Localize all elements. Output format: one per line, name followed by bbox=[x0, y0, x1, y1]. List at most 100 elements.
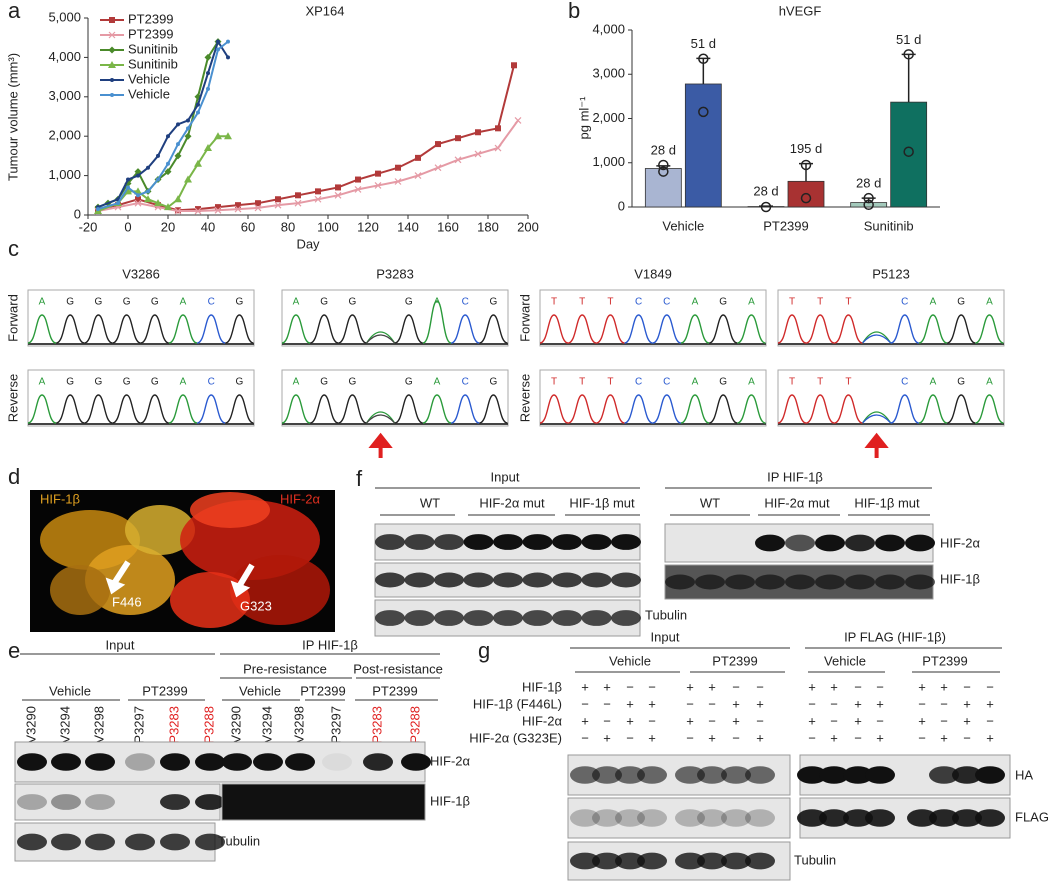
marker bbox=[146, 165, 150, 170]
marker bbox=[394, 178, 402, 185]
blot-label: HIF-2α bbox=[940, 535, 981, 550]
sign: − bbox=[986, 679, 994, 694]
treatment-label: PT2399 bbox=[922, 653, 968, 668]
band bbox=[611, 534, 641, 550]
base-letter: A bbox=[293, 297, 300, 308]
strand-label: Forward bbox=[517, 294, 532, 342]
condition-label: HIF-2α mut bbox=[479, 495, 545, 510]
base-letter: G bbox=[95, 297, 103, 308]
band bbox=[611, 572, 641, 588]
sign: − bbox=[581, 730, 589, 745]
base-letter: T bbox=[579, 377, 585, 388]
helix bbox=[125, 505, 195, 555]
group-label: IP HIF-1β bbox=[302, 637, 358, 652]
base-letter: G bbox=[66, 297, 74, 308]
trace-peak bbox=[168, 394, 198, 424]
marker bbox=[135, 196, 141, 203]
sign: − bbox=[732, 679, 740, 694]
band bbox=[725, 574, 755, 590]
marker bbox=[235, 202, 241, 209]
band bbox=[493, 572, 523, 588]
bar bbox=[684, 83, 722, 208]
sign: − bbox=[830, 696, 838, 711]
trace-peak bbox=[918, 394, 948, 424]
strand-label: Reverse bbox=[517, 374, 532, 422]
band bbox=[522, 534, 553, 550]
structure-label: HIF-2α bbox=[280, 491, 321, 506]
treatment-label: PT2399 bbox=[300, 683, 346, 698]
group-label: Input bbox=[491, 469, 520, 484]
condition-label: WT bbox=[700, 495, 720, 510]
marker bbox=[354, 185, 362, 193]
lane-label: V3290 bbox=[228, 706, 243, 744]
sheet bbox=[190, 492, 270, 528]
data-point bbox=[800, 159, 812, 171]
stage-label: Pre-resistance bbox=[243, 661, 327, 676]
sign: − bbox=[876, 713, 884, 728]
legend-label: Sunitinib bbox=[128, 41, 178, 56]
trace-peak bbox=[946, 394, 976, 424]
marker bbox=[475, 129, 481, 136]
arrow bbox=[368, 432, 393, 458]
sign: + bbox=[830, 730, 838, 745]
trace-peak bbox=[708, 314, 738, 344]
band bbox=[552, 534, 582, 550]
panel-letter: b bbox=[568, 0, 580, 23]
data-point bbox=[698, 53, 709, 65]
marker bbox=[274, 201, 282, 209]
band bbox=[160, 753, 190, 771]
band bbox=[125, 833, 155, 851]
marker bbox=[164, 203, 172, 211]
band bbox=[975, 809, 1005, 827]
marker bbox=[176, 142, 180, 147]
base-letter: T bbox=[789, 297, 795, 308]
sign: − bbox=[918, 696, 926, 711]
base-letter: G bbox=[320, 377, 328, 388]
trace-peak bbox=[890, 314, 920, 344]
bar-label: 28 d bbox=[651, 142, 676, 157]
base-letter: G bbox=[957, 297, 965, 308]
data-point bbox=[698, 106, 709, 118]
band bbox=[721, 766, 751, 784]
band bbox=[929, 809, 959, 827]
band bbox=[637, 852, 667, 870]
marker bbox=[124, 187, 132, 195]
band bbox=[463, 610, 494, 626]
base-letter: G bbox=[123, 377, 131, 388]
band bbox=[797, 809, 827, 827]
sign: − bbox=[963, 679, 971, 694]
marker bbox=[174, 152, 182, 160]
band bbox=[160, 833, 190, 851]
band bbox=[845, 534, 875, 552]
band bbox=[815, 574, 845, 590]
marker bbox=[184, 175, 192, 183]
marker bbox=[334, 191, 342, 199]
band bbox=[125, 753, 155, 771]
helix bbox=[50, 565, 110, 615]
trace-peak bbox=[596, 394, 625, 424]
band bbox=[522, 610, 553, 626]
trace-box bbox=[27, 369, 255, 427]
lane-label: V3294 bbox=[259, 706, 274, 744]
band bbox=[592, 852, 622, 870]
panel-letter: e bbox=[8, 638, 20, 663]
y-tick-label: 0 bbox=[74, 206, 81, 221]
sign: + bbox=[876, 730, 884, 745]
x-tick-label: 140 bbox=[397, 219, 419, 234]
base-letter: T bbox=[817, 297, 823, 308]
base-letter: C bbox=[663, 377, 670, 388]
trace-box bbox=[27, 289, 255, 347]
base-letter: G bbox=[151, 377, 159, 388]
legend-label: Vehicle bbox=[128, 86, 170, 101]
x-tick-label: 100 bbox=[317, 219, 339, 234]
structure-image bbox=[30, 490, 335, 632]
blot-label: Tubulin bbox=[645, 607, 687, 622]
base-letter: G bbox=[490, 297, 498, 308]
trace-peak bbox=[112, 394, 141, 424]
base-letter: C bbox=[901, 297, 908, 308]
band bbox=[615, 809, 645, 827]
band bbox=[375, 610, 405, 626]
sign: + bbox=[756, 730, 764, 745]
marker bbox=[215, 204, 221, 211]
